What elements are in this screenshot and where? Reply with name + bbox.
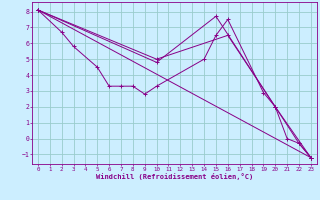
X-axis label: Windchill (Refroidissement éolien,°C): Windchill (Refroidissement éolien,°C) xyxy=(96,173,253,180)
